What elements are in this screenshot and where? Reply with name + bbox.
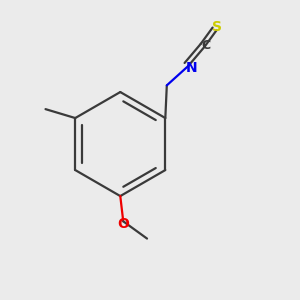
Text: C: C bbox=[201, 39, 210, 52]
Text: O: O bbox=[118, 217, 130, 231]
Text: N: N bbox=[186, 61, 198, 75]
Text: S: S bbox=[212, 20, 222, 34]
